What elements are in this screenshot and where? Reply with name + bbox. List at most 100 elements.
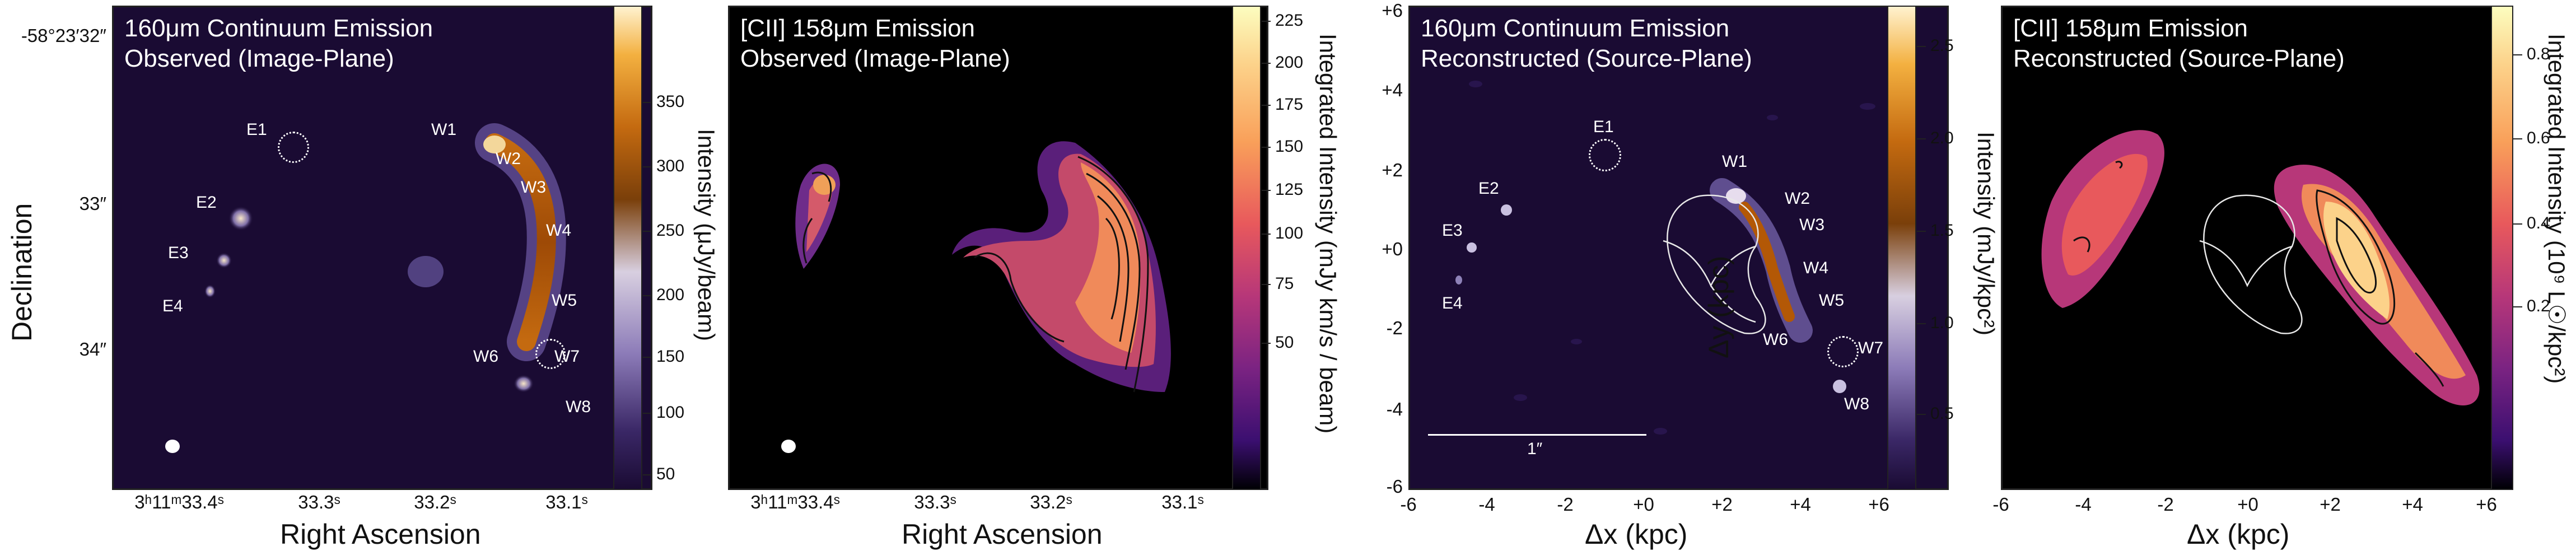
dec-axis-label: Declination (6, 203, 38, 342)
cb4-tick: 0.8 (2513, 45, 2550, 63)
label-w6: W6 (473, 347, 498, 366)
panel1-title: 160μm Continuum Emission Observed (Image… (124, 13, 433, 74)
cb4-tick: 0.4 (2513, 214, 2550, 232)
ra-tick: 33.3ˢ (914, 492, 956, 512)
cb3-tick: 0.5 (1917, 404, 1954, 423)
dx-tick: -4 (2075, 494, 2092, 515)
panel1-title-line2: Observed (Image-Plane) (124, 45, 394, 72)
panel3-title-line1: 160μm Continuum Emission (1421, 15, 1730, 42)
ra-tick: 33.2ˢ (414, 492, 456, 512)
dy-tick: +0 (1382, 239, 1403, 259)
ra-axis-label: Right Ascension (902, 519, 1103, 550)
panel3-title: 160μm Continuum Emission Reconstructed (… (1421, 13, 1752, 74)
dec-tick: 33″ (79, 193, 106, 214)
cb2-tick: 225 (1261, 11, 1304, 30)
label-w3: W3 (521, 178, 546, 197)
label-w7: W7 (554, 347, 580, 366)
cb4-tick: 0.6 (2513, 129, 2550, 147)
panel4-title: [CII] 158μm Emission Reconstructed (Sour… (2013, 13, 2345, 74)
panel1-title-line1: 160μm Continuum Emission (124, 15, 433, 42)
cb1-tick: 50 (642, 465, 675, 483)
panel-continuum-source: 160μm Continuum Emission Reconstructed (… (1408, 6, 1949, 490)
label-w5: W5 (1819, 291, 1844, 310)
dx-axis-label: Δx (kpc) (1585, 519, 1688, 550)
dx-tick: +4 (1790, 494, 1811, 515)
dx-tick: +0 (2237, 494, 2258, 515)
label-w1: W1 (1722, 152, 1747, 171)
label-w4: W4 (1803, 259, 1828, 277)
ra-tick: 3ʰ11ᵐ33.4ˢ (750, 492, 840, 512)
dy-tick: -2 (1386, 318, 1403, 338)
label-w7: W7 (1858, 339, 1883, 357)
colorbar-4-title: Integrated Intensity (10⁹ L☉/kpc²) (2544, 34, 2570, 384)
cb2-tick: 200 (1261, 53, 1304, 72)
dx-tick: -6 (1400, 494, 1417, 515)
dx-tick: +2 (2320, 494, 2341, 515)
dx-tick: +6 (2476, 494, 2497, 515)
cb1-tick: 300 (642, 157, 685, 175)
cb2-tick: 100 (1261, 224, 1304, 242)
dx-tick: -2 (1557, 494, 1574, 515)
dx-tick: +4 (2402, 494, 2423, 515)
panel2-title: [CII] 158μm Emission Observed (Image-Pla… (740, 13, 1010, 74)
colorbar-3 (1887, 6, 1916, 490)
colorbar-1 (613, 6, 642, 490)
cb1-tick: 350 (642, 92, 685, 111)
panel-cii-observed: [CII] 158μm Emission Observed (Image-Pla… (728, 6, 1268, 490)
label-w8: W8 (1844, 395, 1869, 413)
colorbar-1-title: Intensity (μJy/beam) (693, 129, 720, 341)
dy-tick: -6 (1386, 476, 1403, 497)
e1-marker (278, 132, 309, 163)
label-w1: W1 (431, 120, 456, 139)
dy-tick: +4 (1382, 80, 1403, 100)
panel3-title-line2: Reconstructed (Source-Plane) (1421, 45, 1752, 72)
panel2-title-line1: [CII] 158μm Emission (740, 15, 976, 42)
dx-tick: +0 (1633, 494, 1654, 515)
panel4-title-line1: [CII] 158μm Emission (2013, 15, 2248, 42)
ra-tick: 3ʰ11ᵐ33.4ˢ (134, 492, 224, 512)
cb1-tick: 200 (642, 286, 685, 304)
dx-tick: -2 (2157, 494, 2174, 515)
colorbar-3-title: Intensity (mJy/kpc²) (1973, 132, 1999, 336)
cb3-tick: 1.0 (1917, 314, 1954, 332)
colorbar-2 (1232, 6, 1261, 490)
dy-axis-label: Δy (kpc) (1703, 255, 1734, 358)
label-w5: W5 (552, 291, 577, 310)
label-w8: W8 (566, 398, 591, 416)
label-e3: E3 (168, 244, 189, 262)
panel-cii-source: [CII] 158μm Emission Reconstructed (Sour… (2001, 6, 2499, 490)
cb2-tick: 50 (1261, 333, 1294, 352)
label-w3: W3 (1799, 216, 1824, 234)
dec-tick: -58°23′32″ (21, 25, 106, 46)
cb3-tick: 2.5 (1917, 36, 1954, 55)
colorbar-4 (2491, 6, 2513, 490)
cb2-tick: 125 (1261, 180, 1304, 199)
scale-bar-label: 1″ (1527, 440, 1543, 458)
dy-tick: +2 (1382, 160, 1403, 180)
label-w6: W6 (1763, 330, 1788, 349)
cb4-tick: 0.2 (2513, 297, 2550, 315)
ra-tick: 33.1ˢ (1161, 492, 1204, 512)
cb1-tick: 250 (642, 221, 685, 240)
ra-axis-label: Right Ascension (280, 519, 481, 550)
label-e4: E4 (162, 297, 183, 315)
cii-observed-image (728, 6, 1268, 490)
label-e4: E4 (1442, 294, 1463, 312)
cb1-tick: 150 (642, 347, 685, 366)
label-w2: W2 (496, 150, 521, 168)
ra-tick: 33.2ˢ (1030, 492, 1072, 512)
dx-axis-label: Δx (kpc) (2187, 519, 2290, 550)
ra-tick: 33.1ˢ (545, 492, 588, 512)
beam-ellipse (165, 440, 180, 453)
label-e3: E3 (1442, 221, 1463, 240)
dx-tick: -6 (1992, 494, 2009, 515)
dy-tick: +6 (1382, 0, 1403, 21)
cb3-tick: 1.5 (1917, 221, 1954, 240)
label-e1: E1 (246, 120, 267, 139)
dx-tick: -4 (1478, 494, 1495, 515)
e1-marker (1589, 139, 1621, 171)
cb2-tick: 175 (1261, 95, 1304, 114)
dy-tick: -4 (1386, 399, 1403, 419)
label-e2: E2 (1478, 179, 1499, 198)
cb2-tick: 75 (1261, 274, 1294, 293)
